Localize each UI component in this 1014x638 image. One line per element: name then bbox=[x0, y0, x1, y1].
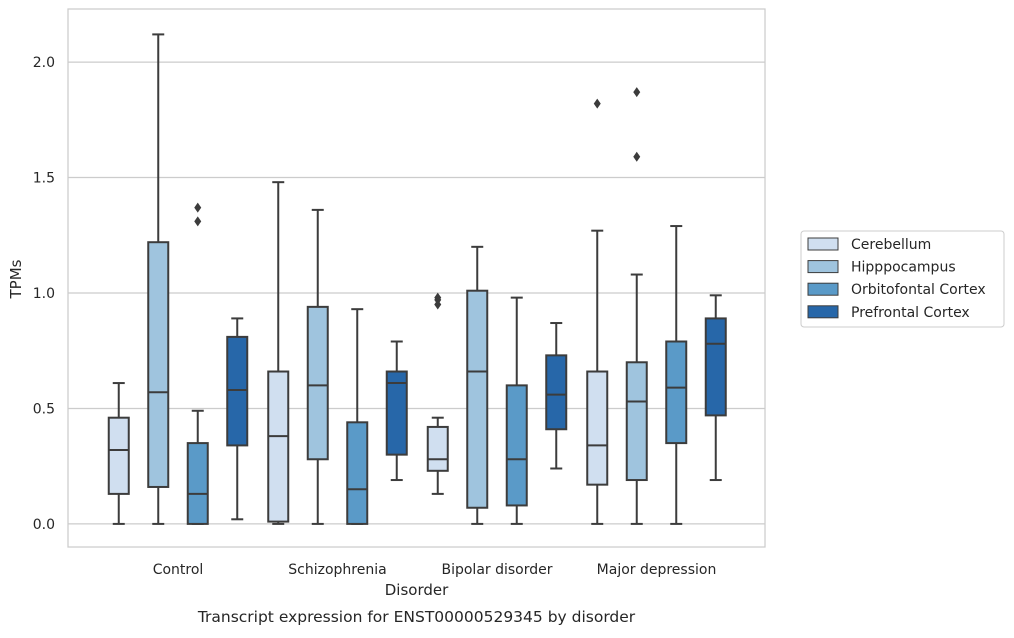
legend-frame bbox=[800, 230, 1005, 328]
box-orbitofontal-cortex bbox=[505, 296, 528, 525]
box-hipppocampus bbox=[147, 33, 170, 525]
box-prefrontal-cortex bbox=[704, 294, 727, 482]
outlier-point bbox=[633, 151, 641, 162]
plot-frame bbox=[67, 8, 766, 548]
outlier-point bbox=[434, 292, 442, 303]
box-orbitofontal-cortex bbox=[665, 225, 688, 525]
tick-layer: 0.0 0.5 1.0 1.5 2.0 Control Schizophrenia Bipol… bbox=[33, 55, 717, 578]
box-orbitofontal-cortex bbox=[346, 308, 369, 525]
grid-layer bbox=[68, 61, 765, 525]
outlier-point bbox=[593, 98, 601, 109]
chart-title: Transcript expression for ENST0000052934… bbox=[197, 608, 636, 626]
legend-swatch bbox=[807, 305, 839, 319]
box-orbitofontal-cortex bbox=[186, 202, 209, 525]
box-iqr bbox=[505, 384, 528, 507]
y-axis-label: TPMs bbox=[7, 259, 25, 299]
x-axis-label: Disorder bbox=[385, 581, 449, 599]
outlier-point bbox=[194, 202, 202, 213]
box-iqr bbox=[267, 370, 290, 523]
box-iqr bbox=[426, 425, 449, 472]
box-iqr bbox=[186, 442, 209, 525]
y-tick-label: 2.0 bbox=[33, 55, 55, 71]
box-hipppocampus bbox=[306, 208, 329, 525]
box-iqr bbox=[385, 370, 408, 456]
box-iqr bbox=[586, 370, 609, 486]
x-tick-label: Control bbox=[153, 562, 204, 578]
legend: Cerebellum Hipppocampus Orbitofontal Corte… bbox=[800, 230, 1005, 328]
box-iqr bbox=[306, 305, 329, 461]
box-cerebellum bbox=[426, 292, 449, 495]
y-tick-label: 0.5 bbox=[33, 401, 55, 417]
box-hipppocampus bbox=[625, 87, 648, 525]
box-prefrontal-cortex bbox=[545, 322, 568, 470]
box-cerebellum bbox=[586, 98, 609, 525]
box-iqr bbox=[466, 289, 489, 509]
legend-label: Prefrontal Cortex bbox=[851, 305, 970, 321]
box-iqr bbox=[545, 354, 568, 431]
box-iqr bbox=[665, 340, 688, 445]
box-iqr bbox=[625, 361, 648, 482]
box-iqr bbox=[107, 416, 130, 495]
y-tick-label: 1.0 bbox=[33, 286, 55, 302]
x-tick-label: Major depression bbox=[597, 562, 717, 578]
x-tick-label: Bipolar disorder bbox=[441, 562, 552, 578]
box-iqr bbox=[704, 317, 727, 417]
y-tick-label: 1.5 bbox=[33, 171, 55, 187]
box-prefrontal-cortex bbox=[385, 340, 408, 482]
legend-label: Hipppocampus bbox=[851, 260, 956, 276]
box-cerebellum bbox=[107, 382, 130, 525]
box-iqr bbox=[346, 421, 369, 525]
legend-swatch bbox=[807, 282, 839, 296]
legend-swatch bbox=[807, 237, 839, 251]
legend-label: Orbitofontal Cortex bbox=[851, 282, 986, 298]
y-tick-label: 0.0 bbox=[33, 517, 55, 533]
box-prefrontal-cortex bbox=[226, 317, 249, 521]
box-iqr bbox=[147, 241, 170, 488]
legend-swatch bbox=[807, 260, 839, 274]
box-hipppocampus bbox=[466, 245, 489, 525]
box-cerebellum bbox=[267, 181, 290, 525]
x-tick-label: Schizophrenia bbox=[288, 562, 386, 578]
box-iqr bbox=[226, 335, 249, 447]
box-layer bbox=[107, 33, 727, 525]
outlier-point bbox=[633, 87, 641, 98]
legend-label: Cerebellum bbox=[851, 237, 931, 253]
outlier-point bbox=[194, 216, 202, 227]
